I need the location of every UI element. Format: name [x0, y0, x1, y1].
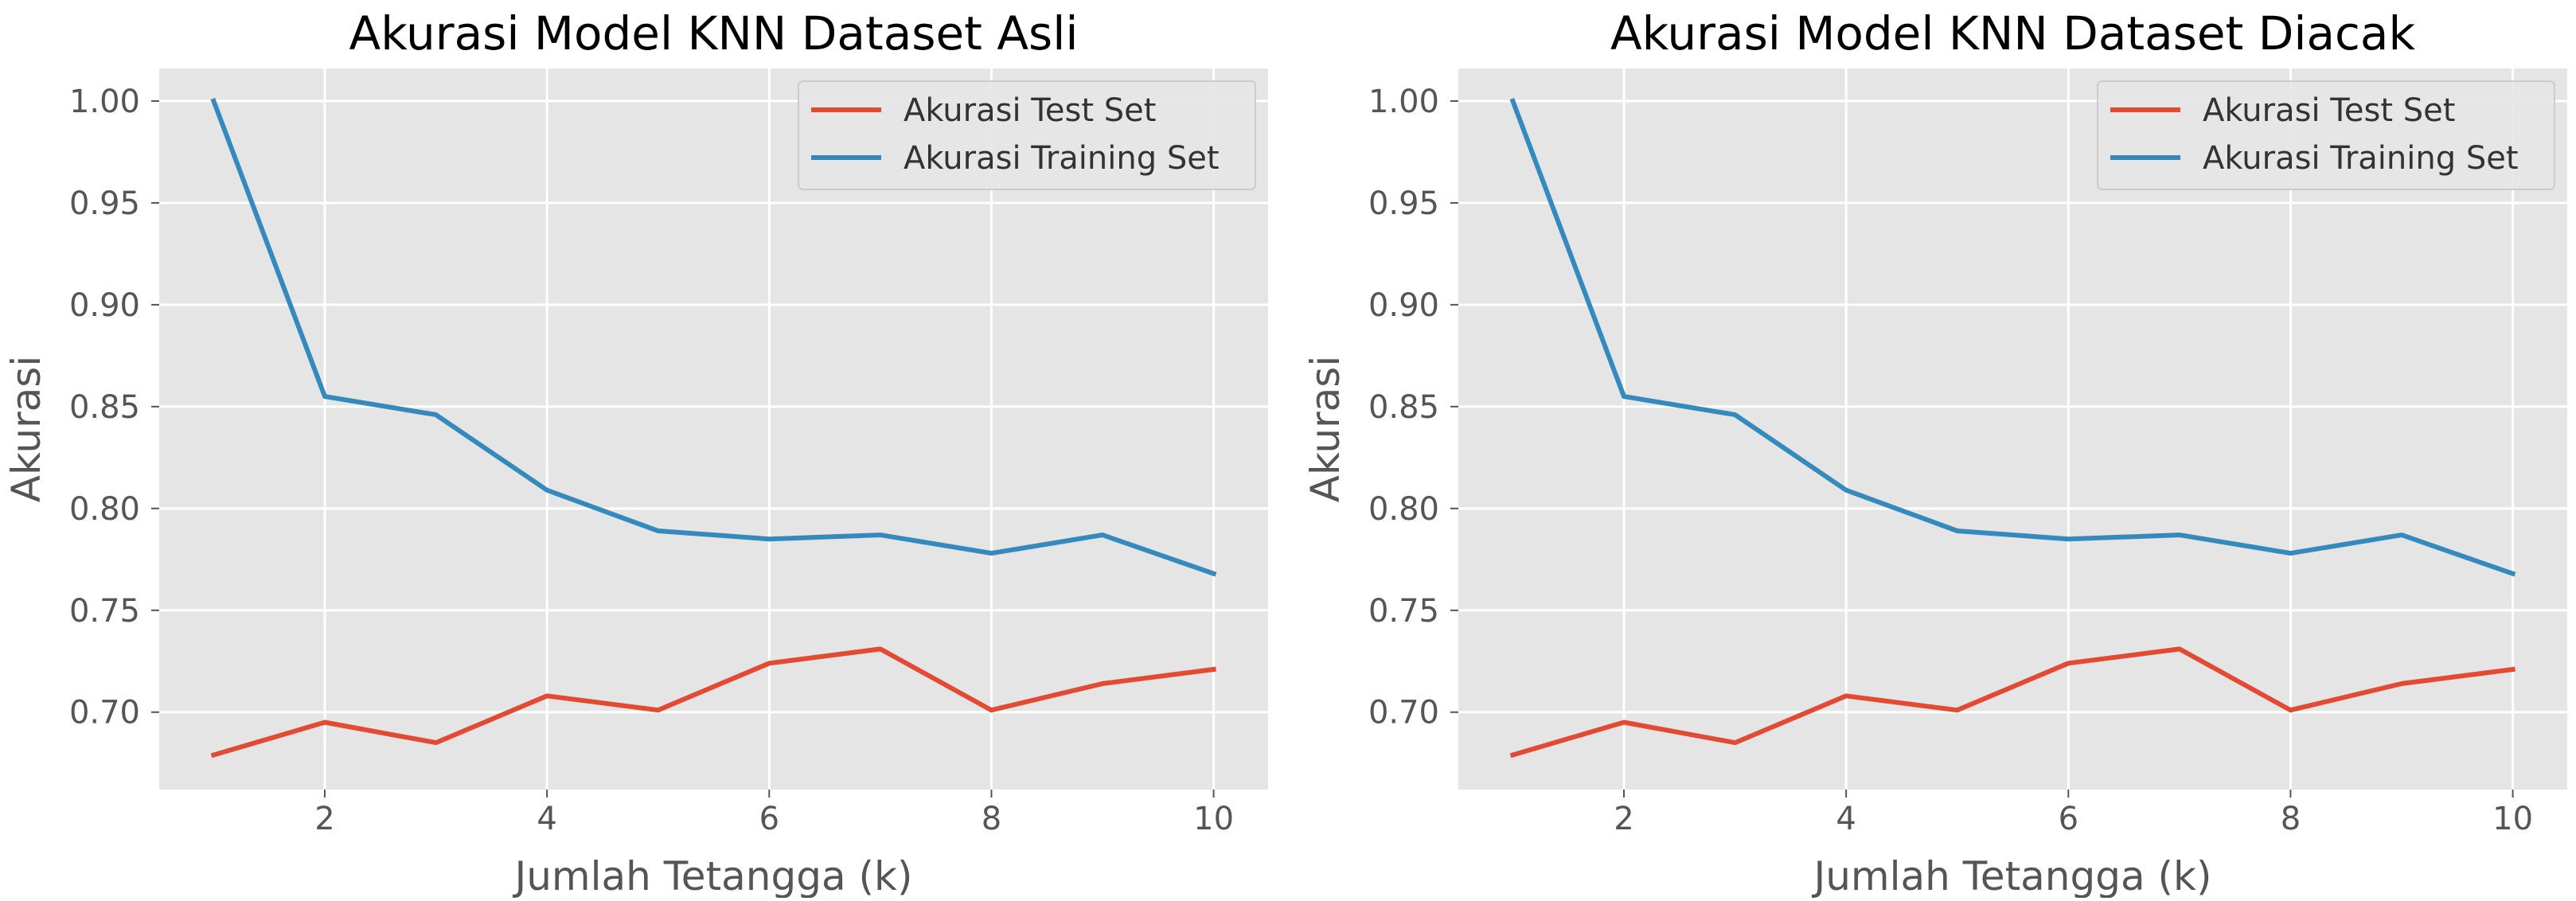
data-point	[2399, 532, 2404, 537]
y-tick-label: 1.00	[1368, 84, 1439, 120]
chart-title: Akurasi Model KNN Dataset Diacak	[1610, 6, 2416, 60]
legend-label: Akurasi Training Set	[904, 140, 1220, 177]
data-point	[1955, 529, 1960, 533]
x-tick-label: 8	[2281, 801, 2301, 837]
data-point	[2399, 681, 2404, 686]
x-tick-label: 10	[1193, 801, 1234, 837]
x-tick-label: 2	[1614, 801, 1633, 837]
data-point	[1844, 693, 1848, 698]
data-point	[2177, 532, 2182, 537]
data-point	[211, 752, 216, 757]
data-point	[1212, 571, 1216, 576]
data-point	[2066, 536, 2071, 541]
data-point	[434, 740, 439, 745]
y-tick-label: 0.85	[1368, 389, 1439, 426]
data-point	[767, 536, 771, 541]
data-point	[656, 708, 661, 712]
x-tick-label: 4	[1836, 801, 1856, 837]
y-tick-label: 0.70	[69, 695, 140, 731]
chart-title: Akurasi Model KNN Dataset Asli	[349, 6, 1079, 60]
data-point	[878, 646, 883, 651]
y-axis-label: Akurasi	[1302, 356, 1348, 502]
data-point	[1622, 720, 1626, 725]
data-point	[211, 99, 216, 103]
y-tick-label: 0.75	[1368, 593, 1439, 630]
x-tick-label: 6	[2059, 801, 2078, 837]
x-tick-label: 6	[759, 801, 779, 837]
legend: Akurasi Test Set Akurasi Training Set	[798, 80, 1256, 190]
legend-box	[798, 80, 1256, 190]
data-point	[544, 488, 549, 493]
x-axis-label: Jumlah Tetangga (k)	[1812, 853, 2212, 898]
x-tick-label: 8	[982, 801, 1001, 837]
y-tick-label: 0.80	[1368, 491, 1439, 528]
x-tick-label: 10	[2492, 801, 2533, 837]
y-tick-label: 0.80	[69, 491, 140, 528]
chart-panel-2: 2 4 6 8 10 0.70 0.75 0.80 0.85 0.90 0.95 1.00 Akuras…	[1302, 6, 2567, 899]
data-point	[1510, 752, 1515, 757]
y-tick-label: 0.95	[1368, 185, 1439, 222]
data-point	[1844, 488, 1848, 493]
data-point	[1733, 412, 1738, 417]
data-point	[544, 693, 549, 698]
series-line-training	[1509, 98, 2516, 577]
series-line-training	[210, 98, 1217, 577]
legend-label: Akurasi Test Set	[2203, 92, 2455, 129]
data-point	[2511, 571, 2516, 576]
data-point	[322, 720, 327, 725]
y-tick-label: 0.85	[69, 389, 140, 426]
data-point	[989, 551, 993, 556]
gridlines	[159, 68, 1268, 790]
data-point	[2511, 667, 2516, 672]
chart-panel-1: 2 4 6 8 10 0.70 0.75 0.80 0.85 0.90 0.95 1.00 Akuras…	[3, 6, 1268, 899]
data-point	[2066, 661, 2071, 665]
data-point	[322, 394, 327, 399]
y-axis-label: Akurasi	[3, 356, 49, 502]
legend-box	[2097, 80, 2555, 190]
data-point	[2177, 646, 2182, 651]
data-point	[1100, 532, 1105, 537]
data-point	[2288, 708, 2293, 712]
data-point	[989, 708, 993, 712]
y-tick-label: 0.75	[69, 593, 140, 630]
data-point	[767, 661, 771, 665]
legend-label: Akurasi Training Set	[2203, 140, 2519, 177]
data-point	[2288, 551, 2293, 556]
x-axis-label: Jumlah Tetangga (k)	[513, 853, 913, 898]
x-tick-label: 2	[314, 801, 334, 837]
legend: Akurasi Test Set Akurasi Training Set	[2097, 80, 2555, 190]
data-point	[1733, 740, 1738, 745]
y-tick-label: 0.95	[69, 185, 140, 222]
y-tick-label: 1.00	[69, 84, 140, 120]
data-point	[1510, 99, 1515, 103]
data-point	[1100, 681, 1105, 686]
x-tick-label: 4	[537, 801, 556, 837]
legend-label: Akurasi Test Set	[904, 92, 1156, 129]
data-point	[656, 529, 661, 533]
y-tick-label: 0.90	[69, 287, 140, 324]
data-point	[1212, 667, 1216, 672]
y-tick-label: 0.90	[1368, 287, 1439, 324]
data-point	[878, 532, 883, 537]
data-point	[1955, 708, 1960, 712]
y-tick-label: 0.70	[1368, 695, 1439, 731]
data-point	[1622, 394, 1626, 399]
series-line-test	[210, 646, 1216, 759]
series-line-test	[1509, 646, 2516, 759]
data-point	[434, 412, 439, 417]
